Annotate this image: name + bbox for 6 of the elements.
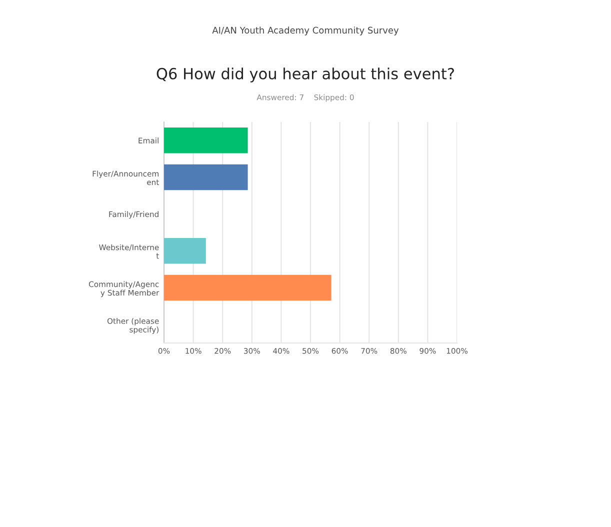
chart-title: Q6 How did you hear about this event? <box>156 68 454 82</box>
bar <box>164 274 332 301</box>
bar <box>164 164 248 190</box>
chart-subtitle: AI/AN Youth Academy Community Survey <box>212 26 399 36</box>
bar <box>164 128 248 154</box>
bar <box>164 238 206 264</box>
